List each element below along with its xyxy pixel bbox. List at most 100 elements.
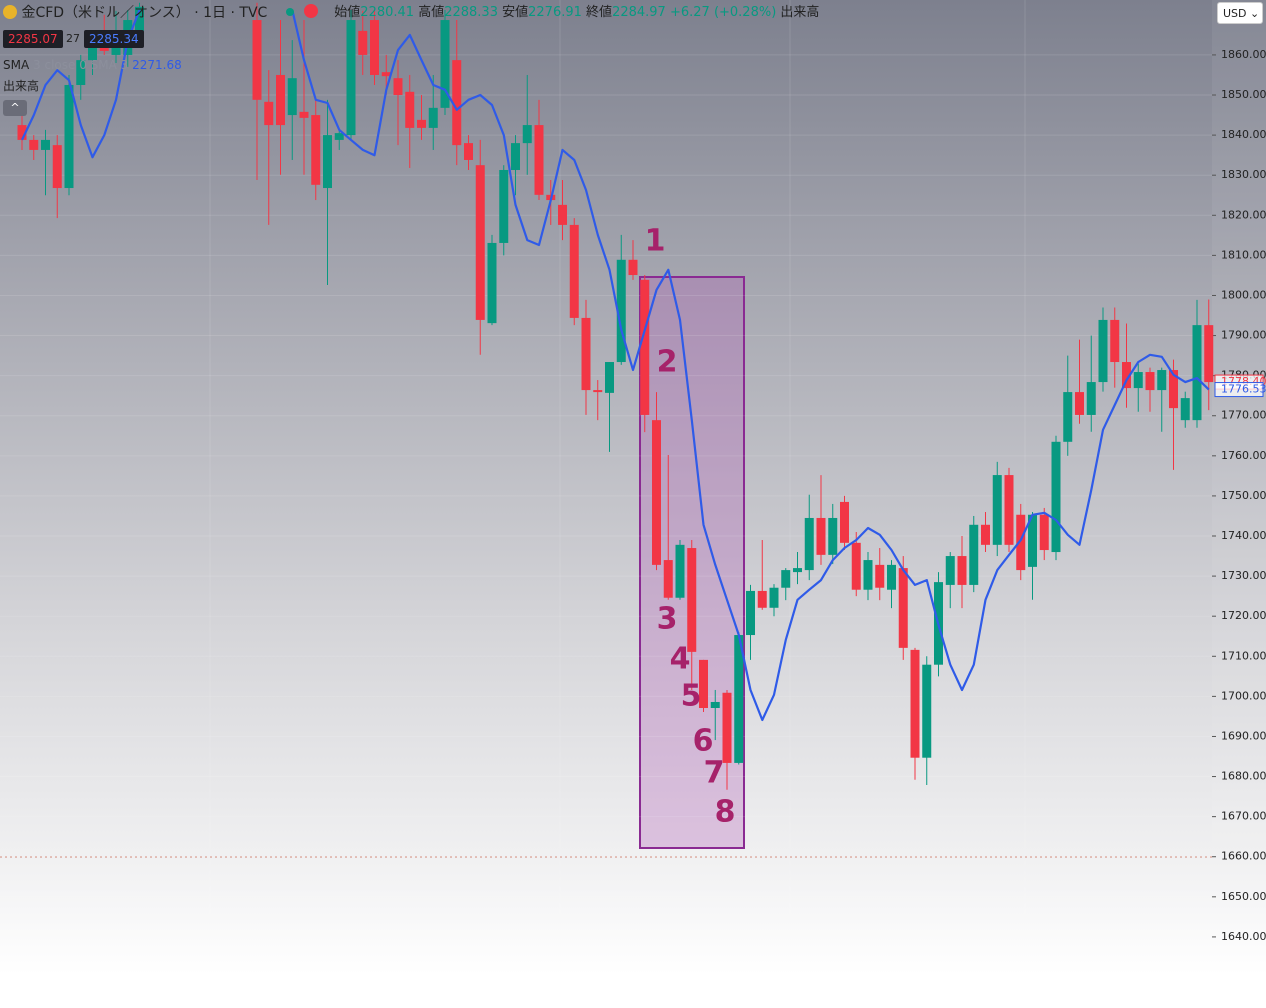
candle-body — [1086, 382, 1096, 415]
candle-body — [511, 143, 520, 170]
candle-body — [405, 91, 415, 128]
ask-button[interactable]: 2285.34 — [84, 30, 144, 48]
y-tick-label: 1730.00 — [1221, 569, 1266, 582]
candle-body — [851, 542, 861, 590]
candle-body — [945, 556, 955, 585]
open-label: 始値 — [334, 5, 361, 20]
candle-body — [769, 587, 779, 608]
y-tick-label: 1860.00 — [1221, 48, 1266, 61]
candle-body — [522, 125, 532, 144]
candle-body — [1145, 372, 1155, 391]
open-value: 2280.41 — [360, 5, 415, 20]
source: TVC — [239, 5, 268, 21]
candle-body — [499, 169, 509, 243]
bid-button[interactable]: 2285.07 — [3, 30, 63, 48]
interval[interactable]: 1日 — [203, 5, 227, 21]
y-tick-label: 1830.00 — [1221, 168, 1266, 181]
candle-body — [1075, 392, 1084, 415]
candle-body — [1180, 398, 1190, 421]
candle-body — [475, 165, 485, 320]
candle-body — [581, 317, 591, 391]
candle-body — [1157, 370, 1167, 391]
candle-body — [1133, 372, 1143, 389]
candle-body — [898, 568, 908, 648]
candle-body — [487, 242, 497, 324]
candle-body — [816, 517, 826, 555]
candle-body — [464, 143, 473, 160]
low-value: 2276.91 — [528, 5, 582, 20]
y-tick-label: 1820.00 — [1221, 208, 1266, 221]
candle-body — [88, 40, 97, 61]
close-value: 2284.97 — [612, 5, 666, 20]
low-label: 安値 — [502, 5, 529, 20]
y-tick-label: 1720.00 — [1221, 609, 1266, 622]
y-tick-label: 1680.00 — [1221, 770, 1266, 783]
candle-body — [323, 135, 332, 189]
candle-body — [1004, 475, 1014, 545]
candle-body — [17, 125, 27, 140]
candle-body — [252, 20, 262, 100]
sma-label: SMA — [3, 58, 30, 72]
annotation: 1 — [645, 224, 666, 259]
y-tick-label: 1650.00 — [1221, 890, 1266, 903]
candle-body — [981, 524, 990, 545]
annotation: 5 — [681, 679, 702, 714]
candle-body — [287, 78, 297, 116]
candle-body — [393, 78, 403, 96]
candle-body — [370, 20, 379, 75]
y-tick-label: 1760.00 — [1221, 449, 1266, 462]
y-tick-label: 1690.00 — [1221, 729, 1266, 742]
candle-body — [793, 568, 802, 573]
candle-body — [135, 6, 144, 31]
price-axis — [1212, 0, 1266, 1008]
currency: USD — [1223, 7, 1247, 20]
y-tick-label: 1810.00 — [1221, 248, 1266, 261]
high-label: 高値 — [418, 5, 445, 20]
candle-body — [1169, 370, 1178, 409]
symbol-icon — [3, 5, 17, 19]
y-tick-label: 1710.00 — [1221, 649, 1266, 662]
candle-body — [311, 115, 321, 185]
close-label: 終値 — [586, 5, 613, 20]
symbol: 金CFD（米ドル／オンス） — [21, 5, 190, 21]
annotation: 3 — [657, 602, 678, 637]
candle-body — [1016, 514, 1026, 571]
sma-row: SMA 3 close 0 SMA 3 2271.68 — [3, 56, 182, 74]
candle-body — [1051, 441, 1061, 553]
candle-body — [863, 560, 873, 590]
status-icon — [304, 4, 319, 18]
candle-body — [992, 475, 1002, 545]
candle-body — [922, 664, 932, 758]
candle-body — [875, 564, 885, 588]
candle-body — [969, 524, 979, 585]
y-tick-label: 1660.00 — [1221, 850, 1266, 863]
collapse-button[interactable]: ^ — [3, 100, 27, 116]
currency-select[interactable]: USD ⌄ — [1217, 2, 1263, 24]
y-tick-label: 1790.00 — [1221, 329, 1266, 342]
candle-body — [29, 139, 39, 150]
candle-body — [276, 74, 285, 126]
y-tick-label: 1850.00 — [1221, 88, 1266, 101]
candle-body — [687, 548, 697, 652]
candle-body — [1063, 392, 1073, 442]
y-tick-label: 1770.00 — [1221, 409, 1266, 422]
price-label-box — [1214, 382, 1264, 398]
candle-body — [1192, 325, 1202, 421]
candle-body — [1028, 514, 1037, 567]
candle-body — [804, 517, 814, 571]
candle-body — [781, 570, 791, 588]
candle-body — [334, 133, 344, 140]
price-label: 1776.53 — [1221, 383, 1266, 396]
candle-body — [440, 20, 450, 108]
y-tick-label: 1670.00 — [1221, 810, 1266, 823]
candle-body — [428, 107, 438, 128]
y-tick-label: 1640.00 — [1221, 930, 1266, 943]
candle-body — [840, 501, 849, 543]
candle-body — [1110, 319, 1120, 363]
annotation: 6 — [693, 724, 714, 759]
candle-body — [76, 60, 86, 85]
candle-body — [264, 101, 274, 126]
high-value: 2288.33 — [444, 5, 498, 20]
